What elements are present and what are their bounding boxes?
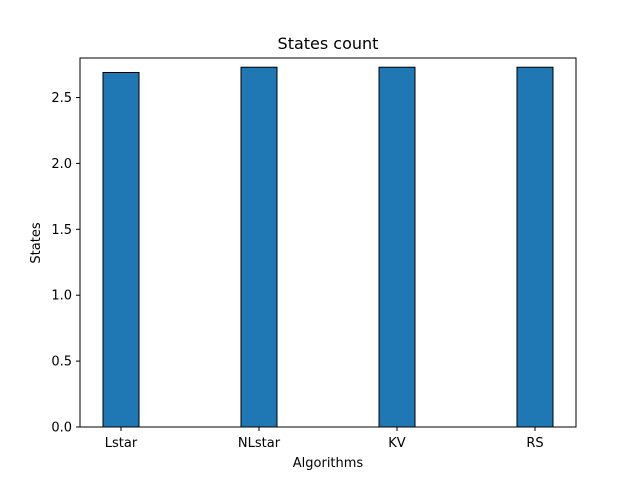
plot-area-frame: [79, 57, 577, 428]
chart-title: States count: [278, 34, 379, 53]
y-tick-label: 2.5: [51, 91, 72, 106]
bar-kv: [378, 66, 416, 428]
y-tick-label: 0.5: [51, 355, 72, 370]
bar-series: [102, 66, 554, 428]
bar-rs: [516, 66, 554, 428]
bar-lstar: [102, 71, 140, 428]
x-axis-label: Algorithms: [293, 456, 364, 471]
y-tick-label: 1.0: [51, 289, 72, 304]
x-tick-label: RS: [526, 436, 543, 451]
x-tick-label: KV: [388, 436, 406, 451]
y-tick-label: 1.5: [51, 223, 72, 238]
y-tick-label: 2.0: [51, 157, 72, 172]
y-axis-label: States: [29, 222, 44, 263]
x-axis: Lstar NLstar KV RS: [105, 427, 544, 451]
x-tick-label: NLstar: [238, 436, 281, 451]
bar-nlstar: [240, 66, 278, 428]
y-axis: 0.0 0.5 1.0 1.5 2.0 2.5: [51, 91, 80, 436]
y-tick-label: 0.0: [51, 421, 72, 436]
x-tick-label: Lstar: [105, 436, 138, 451]
